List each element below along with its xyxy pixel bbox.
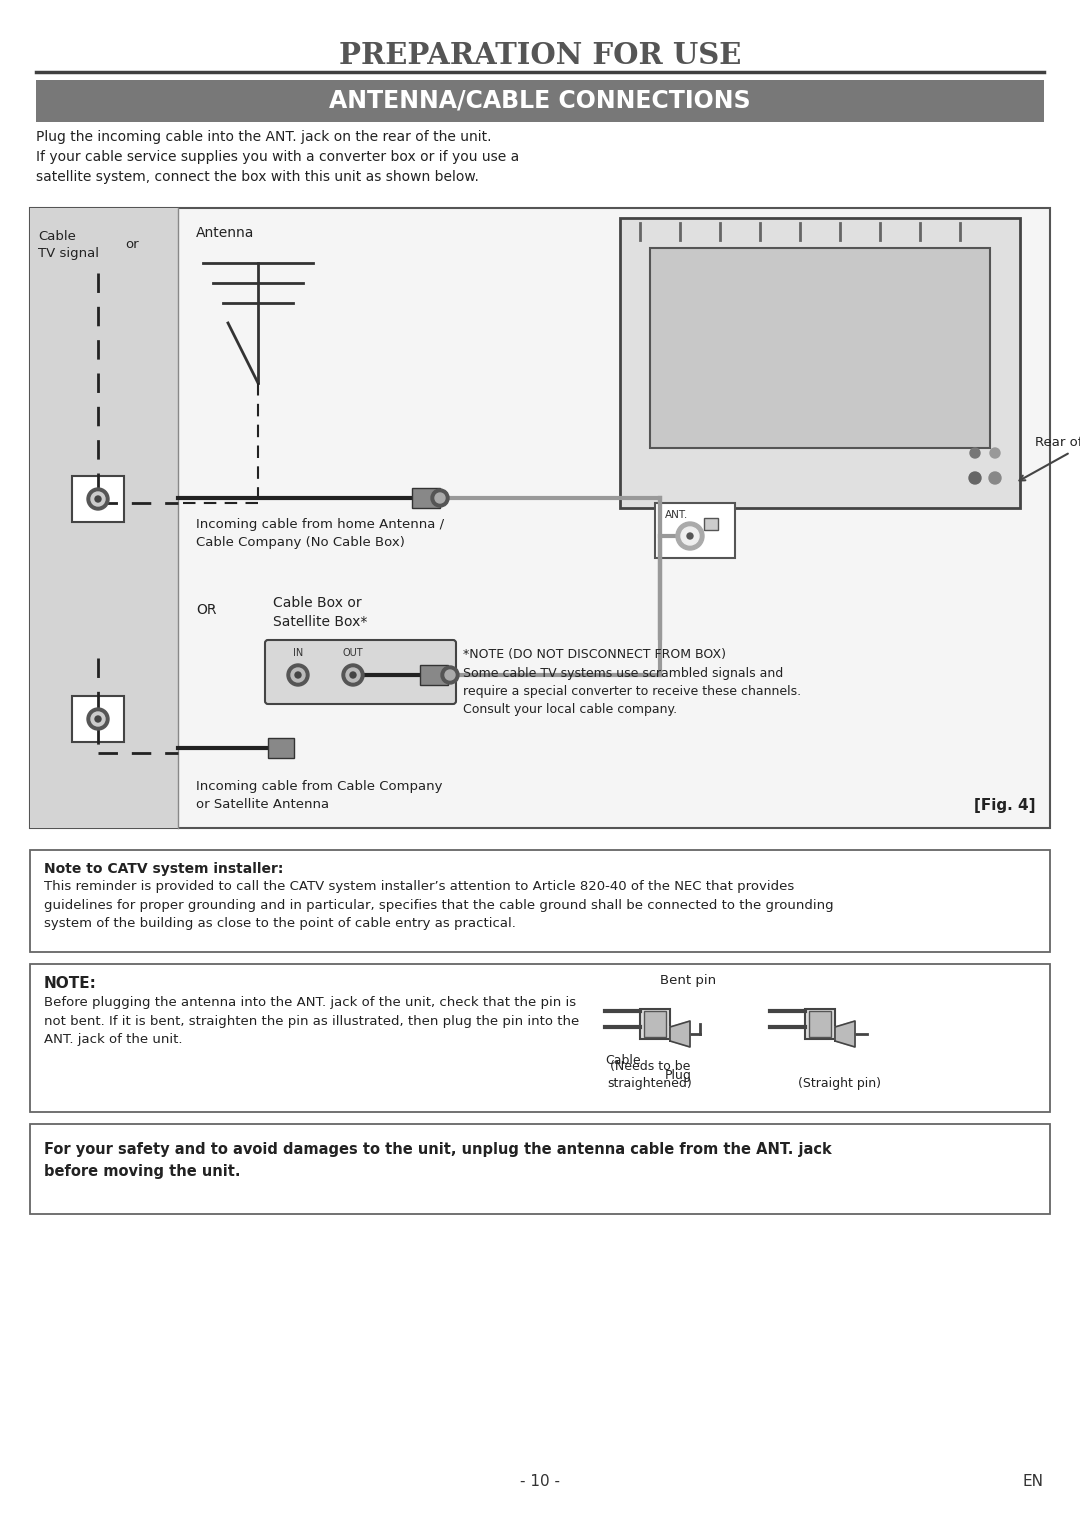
Text: This reminder is provided to call the CATV system installer’s attention to Artic: This reminder is provided to call the CA…	[44, 881, 834, 929]
Polygon shape	[835, 1021, 855, 1047]
Bar	[640, 1009, 670, 1039]
Circle shape	[435, 493, 445, 504]
Circle shape	[287, 664, 309, 687]
Bar	[30, 964, 1050, 1112]
Circle shape	[990, 449, 1000, 458]
Circle shape	[91, 713, 105, 726]
Text: Cable: Cable	[605, 1054, 640, 1067]
Circle shape	[687, 533, 693, 539]
Text: Incoming cable from home Antenna /
Cable Company (No Cable Box): Incoming cable from home Antenna / Cable…	[195, 517, 444, 549]
Text: ANTENNA/CABLE CONNECTIONS: ANTENNA/CABLE CONNECTIONS	[329, 89, 751, 113]
Circle shape	[95, 496, 102, 502]
Circle shape	[291, 668, 305, 682]
Bar	[805, 1009, 835, 1039]
Polygon shape	[670, 1021, 690, 1047]
Bar	[30, 850, 1050, 952]
Text: PREPARATION FOR USE: PREPARATION FOR USE	[339, 41, 741, 70]
Text: Cable
TV signal: Cable TV signal	[38, 230, 99, 259]
Circle shape	[95, 716, 102, 722]
Text: Plug the incoming cable into the ANT. jack on the rear of the unit.
If your cabl: Plug the incoming cable into the ANT. ja…	[36, 130, 519, 185]
Text: ANT.: ANT.	[665, 510, 688, 520]
Bar	[704, 517, 718, 530]
Circle shape	[87, 708, 109, 729]
Circle shape	[87, 488, 109, 510]
Bar	[420, 665, 448, 685]
Text: Antenna: Antenna	[195, 226, 255, 240]
Bar	[30, 208, 178, 829]
Text: - 10 -: - 10 -	[519, 1474, 561, 1489]
Text: *NOTE (DO NOT DISCONNECT FROM BOX)
Some cable TV systems use scrambled signals a: *NOTE (DO NOT DISCONNECT FROM BOX) Some …	[463, 649, 801, 717]
Text: Before plugging the antenna into the ANT. jack of the unit, check that the pin i: Before plugging the antenna into the ANT…	[44, 996, 579, 1045]
Circle shape	[342, 664, 364, 687]
Text: Cable Box or
Satellite Box*: Cable Box or Satellite Box*	[273, 597, 367, 630]
Circle shape	[676, 522, 704, 549]
Text: OUT: OUT	[342, 649, 363, 658]
Bar	[644, 1012, 666, 1038]
Bar	[72, 476, 124, 522]
Text: NOTE:: NOTE:	[44, 977, 97, 990]
Bar	[36, 79, 1044, 122]
Text: Rear of the unit: Rear of the unit	[1020, 436, 1080, 481]
Text: Bent pin: Bent pin	[660, 974, 716, 987]
Bar	[268, 739, 294, 758]
Circle shape	[431, 488, 449, 507]
Circle shape	[970, 449, 980, 458]
Text: OR: OR	[195, 603, 216, 617]
Bar	[30, 1125, 1050, 1215]
Text: Plug: Plug	[665, 1070, 692, 1082]
Circle shape	[969, 472, 981, 484]
Bar	[809, 1012, 831, 1038]
Bar	[620, 218, 1020, 508]
Text: Incoming cable from Cable Company
or Satellite Antenna: Incoming cable from Cable Company or Sat…	[195, 780, 443, 810]
Circle shape	[989, 472, 1001, 484]
Text: or: or	[125, 238, 138, 250]
Text: [Fig. 4]: [Fig. 4]	[973, 798, 1035, 813]
Text: (Straight pin): (Straight pin)	[798, 1077, 881, 1090]
Bar	[654, 504, 735, 559]
Circle shape	[295, 671, 301, 678]
Bar	[30, 208, 1050, 829]
Circle shape	[91, 491, 105, 507]
Circle shape	[445, 670, 455, 681]
Text: EN: EN	[1023, 1474, 1044, 1489]
FancyBboxPatch shape	[265, 639, 456, 703]
Bar	[650, 249, 990, 449]
Circle shape	[350, 671, 356, 678]
Circle shape	[441, 665, 459, 684]
Bar	[72, 696, 124, 742]
Circle shape	[346, 668, 360, 682]
Text: Note to CATV system installer:: Note to CATV system installer:	[44, 862, 283, 876]
Text: For your safety and to avoid damages to the unit, unplug the antenna cable from : For your safety and to avoid damages to …	[44, 1141, 832, 1178]
Text: IN: IN	[293, 649, 303, 658]
Text: (Needs to be
straightened): (Needs to be straightened)	[608, 1061, 692, 1090]
Circle shape	[681, 526, 699, 545]
Bar	[411, 488, 440, 508]
